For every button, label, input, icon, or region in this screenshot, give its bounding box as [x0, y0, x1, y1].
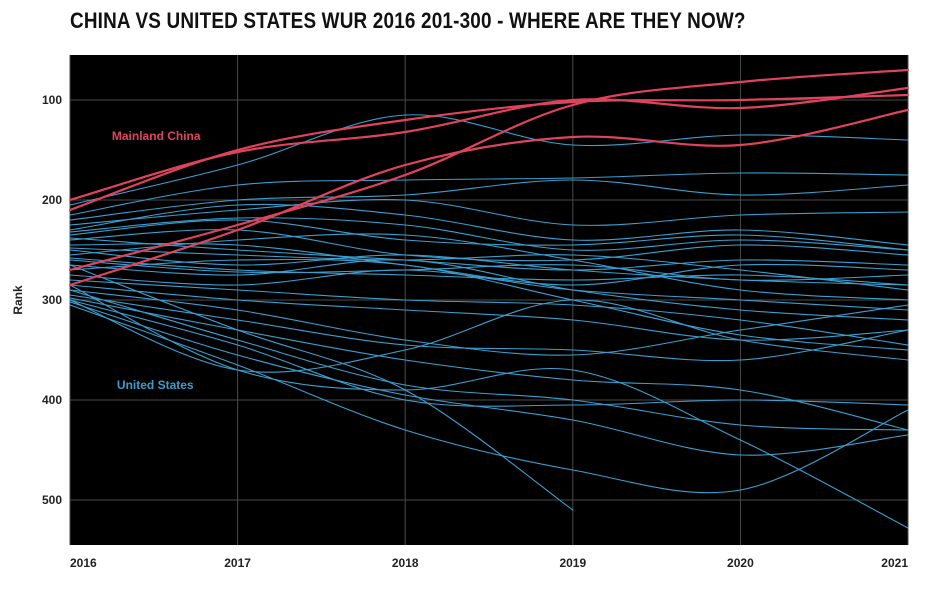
x-tick-label: 2016: [70, 556, 97, 570]
united-states-series-line: [69, 299, 909, 373]
united-states-lines: [69, 114, 909, 529]
y-tick-label: 100: [42, 93, 62, 107]
united-states-series-line: [69, 247, 909, 291]
united-states-series-line: [69, 284, 909, 529]
united-states-series-line: [69, 179, 909, 221]
united-states-series-line: [69, 258, 909, 351]
united-states-series-line: [69, 203, 909, 246]
x-tick-label: 2019: [559, 556, 586, 570]
united-states-series-line: [69, 259, 909, 321]
x-axis-ticks: 2016 2017 2018 2019 2020 2021: [70, 556, 908, 570]
united-states-series-line: [69, 199, 909, 226]
mainland-china-lines: [68, 68, 910, 287]
y-tick-label: 300: [42, 293, 62, 307]
united-states-series-line: [69, 259, 909, 281]
united-states-series-line: [69, 264, 574, 511]
united-states-series-line: [69, 289, 909, 356]
y-axis-ticks: 100 200 300 400 500: [42, 93, 62, 507]
mainland-china-series-line: [68, 108, 910, 287]
united-states-series-line: [69, 172, 909, 216]
x-tick-label: 2018: [392, 556, 419, 570]
y-tick-label: 200: [42, 193, 62, 207]
united-states-series-line: [69, 249, 909, 286]
series-label-united-states: United States: [117, 378, 194, 392]
united-states-series-line: [69, 284, 909, 341]
united-states-series-line: [69, 279, 909, 346]
chart-title: CHINA VS UNITED STATES WUR 2016 201-300 …: [70, 8, 746, 33]
united-states-series-line: [69, 304, 909, 494]
mainland-china-series-line: [68, 93, 910, 212]
united-states-series-line: [69, 269, 909, 311]
mainland-china-series-line: [68, 68, 910, 272]
united-states-series-line: [69, 217, 909, 251]
y-axis-title: Rank: [11, 285, 25, 315]
united-states-series-line: [69, 297, 909, 431]
united-states-series-line: [69, 294, 909, 362]
united-states-series-line: [69, 301, 909, 456]
united-states-series-line: [69, 114, 909, 206]
united-states-series-line: [69, 233, 909, 301]
y-tick-label: 400: [42, 393, 62, 407]
x-tick-label: 2017: [224, 556, 251, 570]
series-label-mainland-china: Mainland China: [112, 129, 201, 143]
united-states-series-line: [69, 289, 909, 431]
x-tick-label: 2021: [881, 556, 908, 570]
x-tick-label: 2020: [727, 556, 754, 570]
y-tick-label: 500: [42, 493, 62, 507]
